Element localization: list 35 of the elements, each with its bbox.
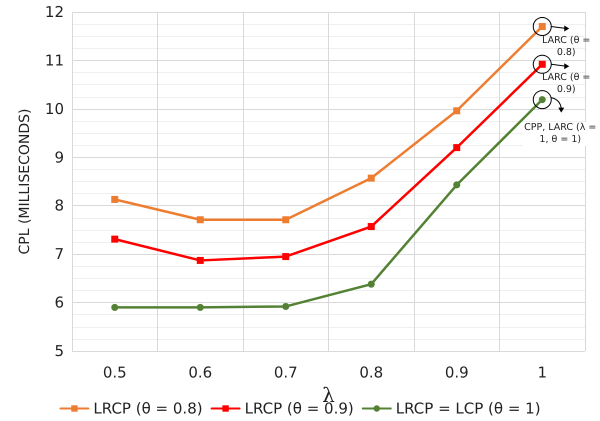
- x-tick-label: 0.6: [188, 364, 212, 382]
- y-tick-label: 5: [54, 342, 64, 360]
- y-tick-label: 11: [44, 51, 64, 70]
- y-tick-label: 8: [54, 196, 64, 215]
- point: [196, 256, 204, 264]
- point: [111, 304, 118, 311]
- point: [196, 216, 204, 224]
- y-tick-label: 12: [44, 3, 64, 21]
- y-axis-title: CPL (MILLISECONDS): [17, 108, 33, 254]
- point: [282, 216, 290, 224]
- x-tick-label: 0.5: [102, 364, 127, 382]
- point: [368, 174, 375, 182]
- x-tick-label: 0.9: [444, 364, 469, 382]
- point: [453, 181, 460, 188]
- point: [282, 253, 290, 260]
- y-tick-label: 6: [54, 294, 64, 312]
- point: [111, 236, 118, 243]
- x-tick-label: 0.8: [359, 364, 384, 382]
- legend-label: LRCP = LCP (θ = 1): [396, 400, 541, 418]
- annotation: LARC (θ = 0.9): [541, 72, 592, 96]
- x-tick-label: 1: [537, 364, 548, 382]
- point: [368, 280, 375, 288]
- point: [111, 196, 118, 203]
- y-tick-label: 9: [54, 148, 64, 166]
- y-tick-label: 10: [44, 100, 64, 118]
- legend-label: LRCP (θ = 0.8): [93, 400, 203, 418]
- point: [368, 223, 375, 230]
- point: [453, 107, 460, 114]
- point: [282, 302, 290, 310]
- annotation: CPP, LARC (λ = 1, θ = 1): [523, 122, 598, 146]
- annotation: LARC (θ = 0.8): [541, 34, 592, 59]
- y-tick-label: 7: [54, 245, 64, 264]
- point: [453, 144, 460, 152]
- x-tick-label: 0.7: [274, 364, 298, 382]
- point: [196, 304, 204, 311]
